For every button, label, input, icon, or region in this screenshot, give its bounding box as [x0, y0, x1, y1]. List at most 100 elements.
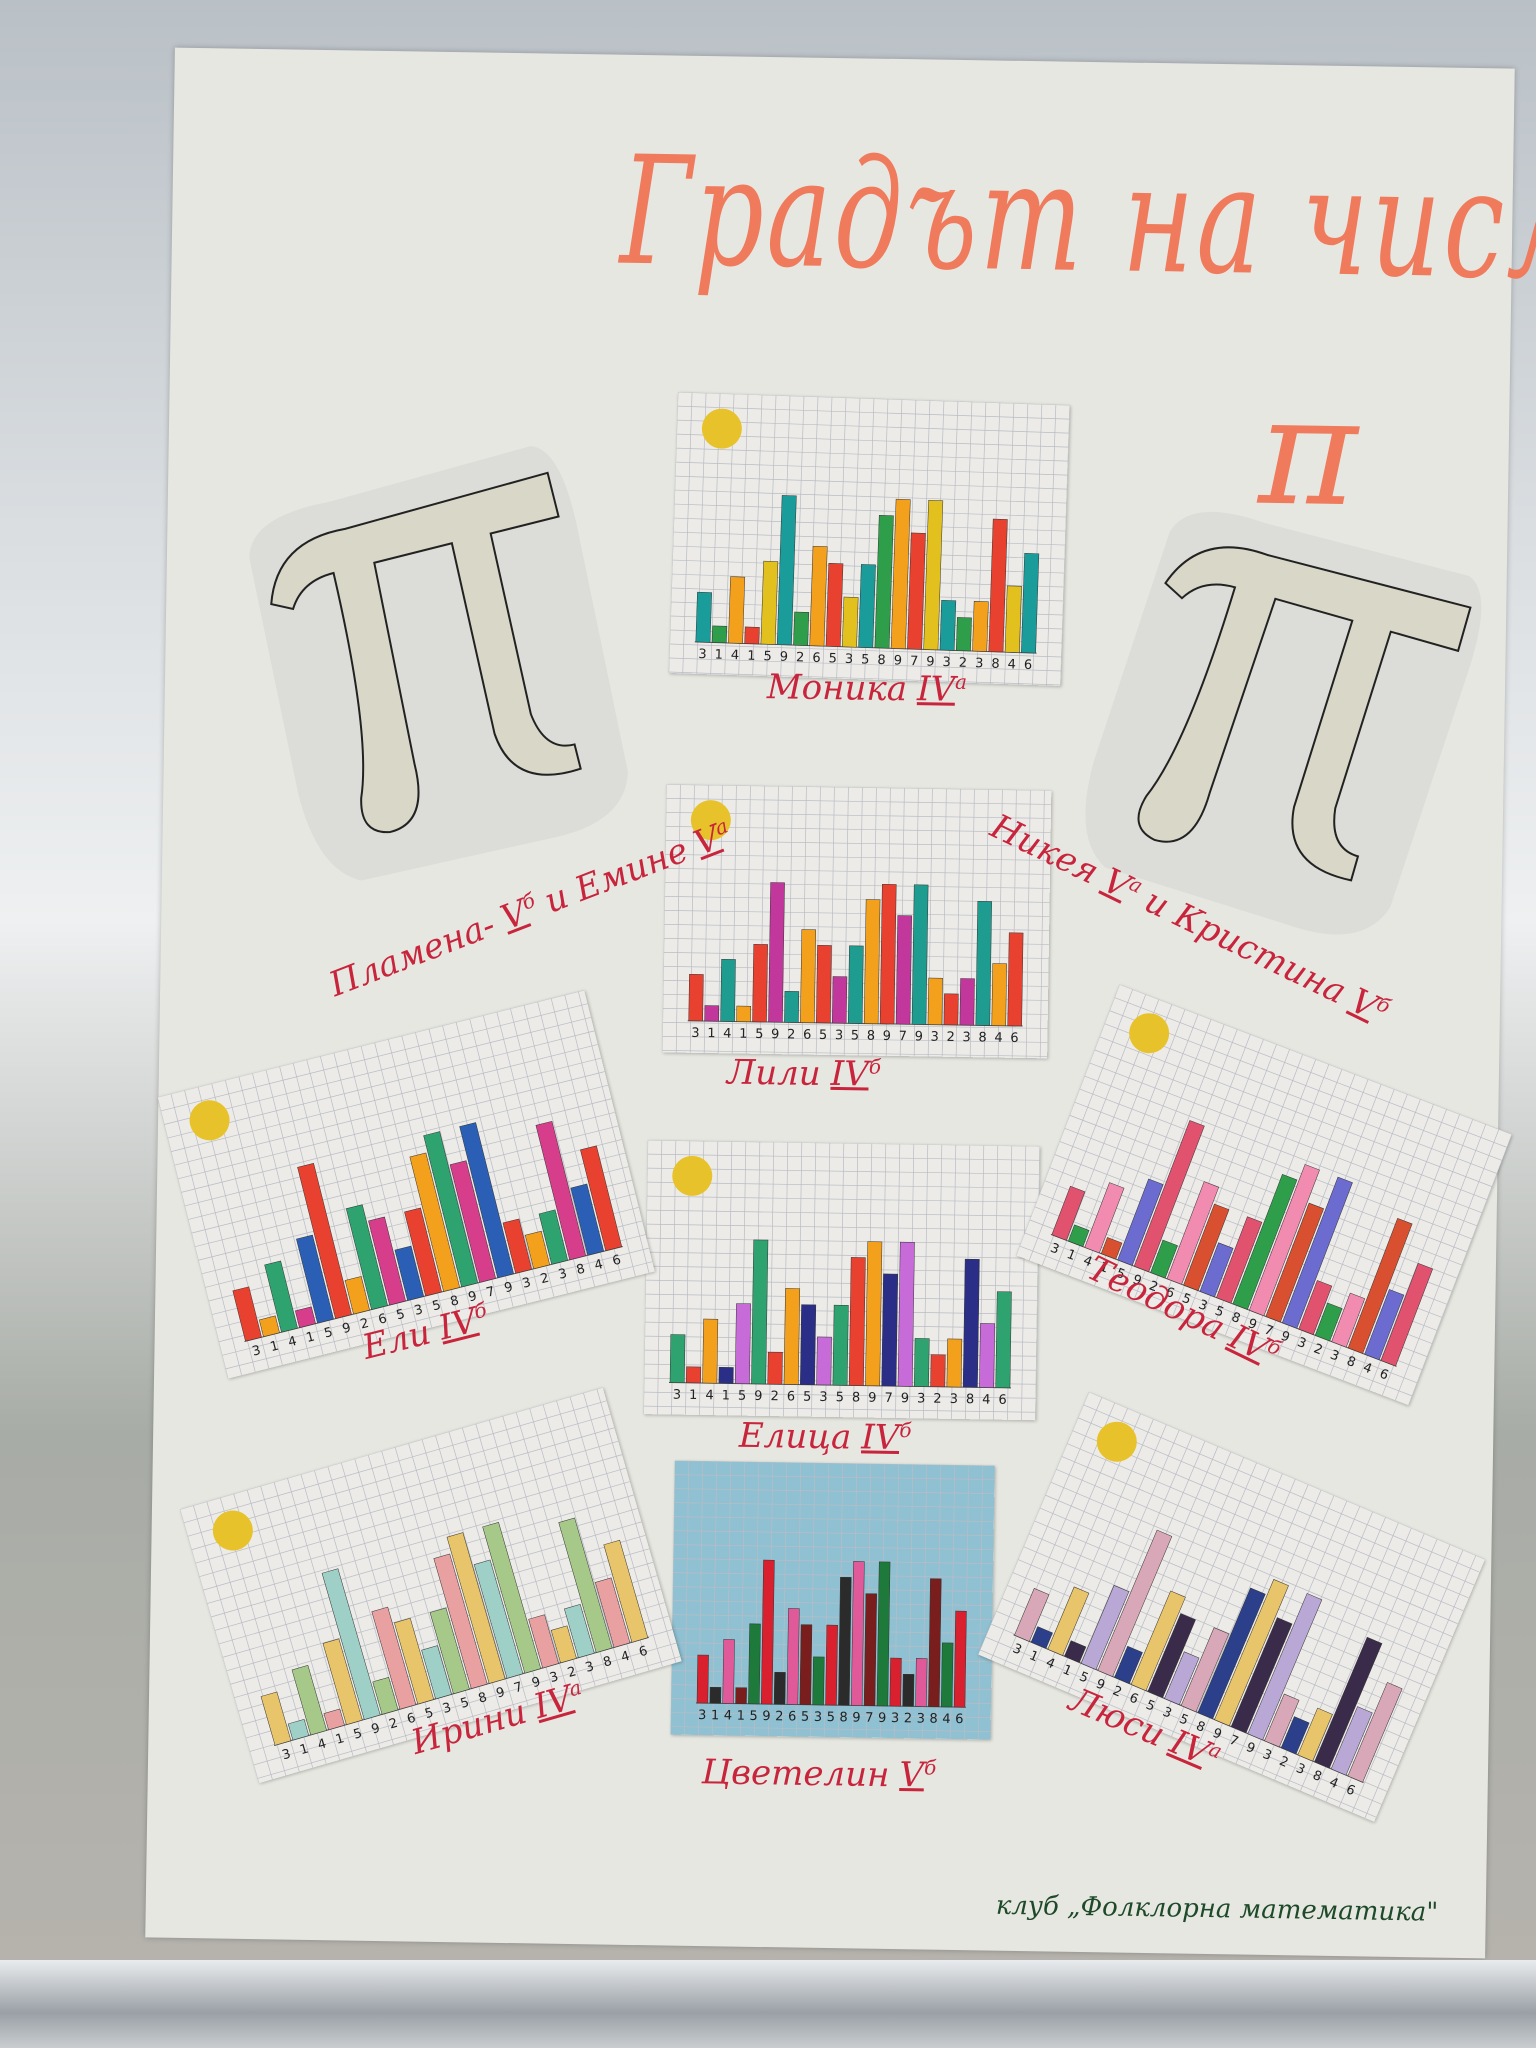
- bar: [895, 915, 912, 1025]
- bar: [1004, 585, 1022, 653]
- bar: [502, 1218, 533, 1274]
- digit-label: 7: [898, 1029, 907, 1044]
- bar: [863, 1593, 877, 1707]
- digit-label: 2: [904, 1711, 913, 1726]
- digit-label: 4: [593, 1257, 605, 1274]
- paper-grid: [1018, 403, 1029, 685]
- bar: [915, 1658, 928, 1707]
- digit-label: 6: [1024, 657, 1033, 672]
- paper-grid: [1089, 1062, 1483, 1214]
- bar: [538, 1209, 569, 1265]
- digit-label: 9: [901, 1391, 910, 1406]
- paper-grid: [829, 787, 835, 1056]
- digit-label: 3: [557, 1266, 569, 1283]
- digit-label: 2: [539, 1271, 551, 1288]
- bar: [1298, 1280, 1333, 1335]
- class-letter: б: [923, 1755, 937, 1780]
- bar: [580, 1145, 623, 1252]
- paper-grid: [673, 1544, 994, 1550]
- paper-grid: [657, 1140, 663, 1415]
- name-label: Елица: [738, 1415, 852, 1458]
- bar: [1100, 1237, 1123, 1260]
- digit-label: 3: [698, 1708, 707, 1723]
- paper-grid: [1114, 997, 1508, 1148]
- bar: [879, 884, 897, 1025]
- digit-label: 3: [834, 1028, 843, 1043]
- bar: [669, 1334, 686, 1384]
- paper-grid: [665, 784, 1051, 791]
- paper-grid: [673, 1530, 994, 1536]
- bar: [1347, 1218, 1413, 1354]
- digit-label: 3: [280, 1746, 292, 1763]
- digit-label: 8: [866, 1029, 875, 1044]
- bar: [735, 1005, 751, 1022]
- digit-label: 4: [619, 1648, 631, 1665]
- bar: [709, 1686, 722, 1704]
- sun: [701, 408, 742, 449]
- digit-label: 5: [828, 651, 837, 666]
- digit-label: 5: [827, 1710, 836, 1725]
- paper-grid: [1019, 1245, 1413, 1397]
- digit-label: 9: [780, 649, 789, 664]
- digit-label: 6: [637, 1643, 649, 1660]
- bar: [1314, 1302, 1343, 1342]
- bar: [842, 596, 859, 647]
- bar: [773, 1671, 786, 1705]
- sun: [690, 800, 731, 841]
- bar: [294, 1306, 316, 1328]
- digit-label: 4: [731, 648, 740, 663]
- bar: [570, 1183, 605, 1256]
- bar: [930, 1354, 946, 1388]
- digit-label: 6: [998, 1393, 1007, 1408]
- paper-grid: [665, 840, 1050, 847]
- bar: [863, 899, 880, 1025]
- pi-outline: [1137, 546, 1472, 882]
- digit-label: 1: [722, 1388, 731, 1403]
- paper-grid: [646, 1209, 1039, 1217]
- paper-grid: [360, 1046, 433, 1328]
- bar: [946, 1338, 963, 1388]
- bar: [851, 1561, 865, 1706]
- paper-grid: [675, 784, 681, 1053]
- name-label: Лили: [726, 1052, 822, 1095]
- digit-label: 6: [611, 1253, 623, 1270]
- paper-grid: [670, 1460, 676, 1735]
- digit-label: 8: [929, 1712, 938, 1727]
- pi-shape: [1085, 511, 1482, 935]
- class-label: IV: [830, 1054, 869, 1095]
- bar: [800, 1304, 817, 1386]
- bar: [744, 626, 760, 644]
- digit-label: 1: [711, 1708, 720, 1723]
- bar: [1006, 932, 1023, 1027]
- digit-label: 4: [316, 1736, 328, 1753]
- digit-label: 3: [521, 1275, 533, 1292]
- digit-label: 4: [287, 1334, 299, 1351]
- digit-label: 5: [323, 1325, 335, 1342]
- artwork-label: Цветелин Vб: [701, 1752, 936, 1796]
- digit-label: 9: [530, 1674, 542, 1691]
- bar: [975, 901, 992, 1026]
- bar: [838, 1576, 852, 1706]
- bar: [914, 1338, 930, 1387]
- class-letter: б: [868, 1054, 882, 1079]
- digit-label: 2: [796, 650, 805, 665]
- paper-grid: [564, 994, 636, 1277]
- paper-grid: [670, 1712, 991, 1718]
- digit-label: 6: [787, 1389, 796, 1404]
- paper-grid: [435, 1435, 515, 1710]
- bar: [832, 1304, 849, 1386]
- digit-label: 9: [762, 1709, 771, 1724]
- paper-grid: [193, 1504, 273, 1779]
- bar: [825, 1624, 838, 1706]
- bar: [344, 1276, 370, 1315]
- digit-label: 5: [861, 652, 870, 667]
- bar: [847, 945, 864, 1024]
- digit-label: 2: [775, 1709, 784, 1724]
- bar: [449, 1160, 497, 1283]
- digit-label: 5: [763, 649, 772, 664]
- bar: [767, 882, 785, 1023]
